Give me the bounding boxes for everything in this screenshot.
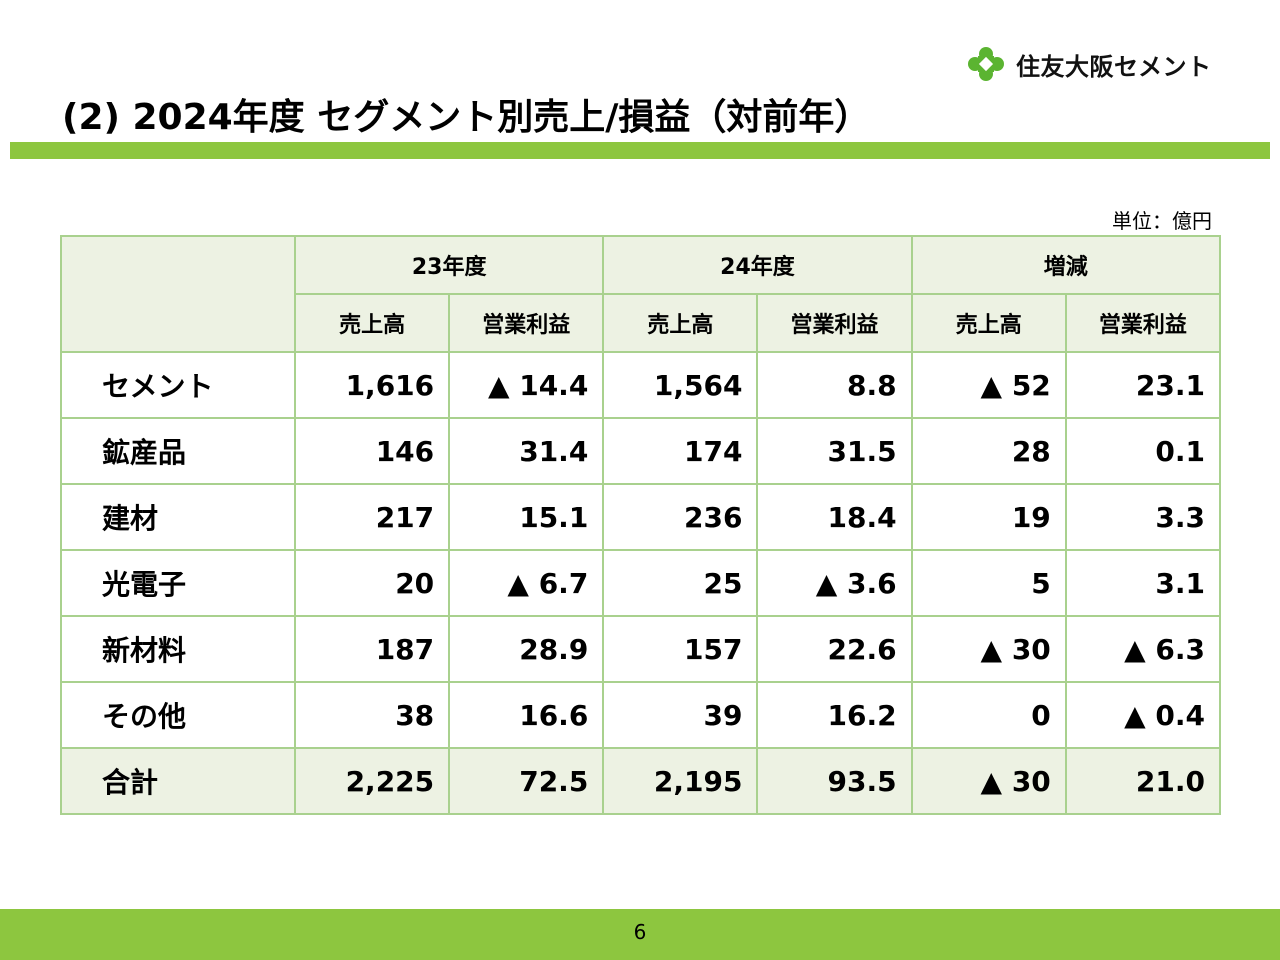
table-row: その他 38 16.6 39 16.2 0 ▲ 0.4 <box>60 681 1222 749</box>
title-underline-bar <box>10 142 1270 159</box>
segment-name: 新材料 <box>60 615 296 683</box>
subheader-fy24-sales: 売上高 <box>602 293 759 353</box>
total-value-cell: 21.0 <box>1064 747 1222 815</box>
total-label: 合計 <box>60 747 296 815</box>
value-cell: 157 <box>602 615 759 683</box>
segment-table: 23年度 24年度 増減 売上高 営業利益 売上高 営業利益 売上高 営業利益 … <box>60 235 1222 815</box>
value-cell: 15.1 <box>448 483 605 551</box>
subheader-fy23-profit: 営業利益 <box>448 293 605 353</box>
value-cell: 8.8 <box>756 351 913 419</box>
value-cell: 20 <box>293 549 451 617</box>
value-cell: 5 <box>910 549 1067 617</box>
value-cell: 3.3 <box>1064 483 1222 551</box>
company-name: 住友大阪セメント <box>1016 52 1212 81</box>
total-value-cell: ▲ 30 <box>910 747 1067 815</box>
value-cell: 16.6 <box>448 681 605 749</box>
company-logo: 住友大阪セメント <box>966 46 1212 82</box>
value-cell: 3.1 <box>1064 549 1222 617</box>
page-number: 6 <box>633 920 647 944</box>
value-cell: 28.9 <box>448 615 605 683</box>
value-cell: 18.4 <box>756 483 913 551</box>
value-cell: 39 <box>602 681 759 749</box>
segment-name: その他 <box>60 681 296 749</box>
value-cell: 1,616 <box>293 351 451 419</box>
value-cell: 174 <box>602 417 759 485</box>
segment-name: セメント <box>60 351 296 419</box>
value-cell: 1,564 <box>602 351 759 419</box>
value-cell: 31.4 <box>448 417 605 485</box>
value-cell: 25 <box>602 549 759 617</box>
footer-bar <box>0 909 1280 960</box>
table-row: 新材料 187 28.9 157 22.6 ▲ 30 ▲ 6.3 <box>60 615 1222 683</box>
unit-label: 単位：億円 <box>1112 209 1212 233</box>
subheader-fy23-sales: 売上高 <box>293 293 451 353</box>
total-value-cell: 72.5 <box>448 747 605 815</box>
value-cell: ▲ 30 <box>910 615 1067 683</box>
value-cell: ▲ 6.7 <box>448 549 605 617</box>
value-cell: ▲ 52 <box>910 351 1067 419</box>
value-cell: 19 <box>910 483 1067 551</box>
group-header-change: 増減 <box>910 235 1222 295</box>
subheader-change-profit: 営業利益 <box>1064 293 1222 353</box>
segment-name: 鉱産品 <box>60 417 296 485</box>
company-logo-icon <box>968 47 1004 81</box>
group-header-fy23: 23年度 <box>293 235 605 295</box>
value-cell: 31.5 <box>756 417 913 485</box>
group-header-fy24: 24年度 <box>602 235 913 295</box>
value-cell: 187 <box>293 615 451 683</box>
value-cell: 23.1 <box>1064 351 1222 419</box>
table-row: 建材 217 15.1 236 18.4 19 3.3 <box>60 483 1222 551</box>
corner-header-cell <box>60 235 296 353</box>
value-cell: ▲ 14.4 <box>448 351 605 419</box>
table-row: セメント 1,616 ▲ 14.4 1,564 8.8 ▲ 52 23.1 <box>60 351 1222 419</box>
value-cell: 236 <box>602 483 759 551</box>
value-cell: 22.6 <box>756 615 913 683</box>
page-title: (2) 2024年度 セグメント別売上/損益（対前年） <box>62 97 871 138</box>
total-value-cell: 2,225 <box>293 747 451 815</box>
value-cell: 16.2 <box>756 681 913 749</box>
value-cell: 217 <box>293 483 451 551</box>
value-cell: 0.1 <box>1064 417 1222 485</box>
total-value-cell: 2,195 <box>602 747 759 815</box>
value-cell: ▲ 0.4 <box>1064 681 1222 749</box>
segment-name: 光電子 <box>60 549 296 617</box>
subheader-fy24-profit: 営業利益 <box>756 293 913 353</box>
segment-name: 建材 <box>60 483 296 551</box>
total-row: 合計 2,225 72.5 2,195 93.5 ▲ 30 21.0 <box>60 747 1222 815</box>
value-cell: ▲ 6.3 <box>1064 615 1222 683</box>
table-row: 光電子 20 ▲ 6.7 25 ▲ 3.6 5 3.1 <box>60 549 1222 617</box>
table-row: 鉱産品 146 31.4 174 31.5 28 0.1 <box>60 417 1222 485</box>
subheader-change-sales: 売上高 <box>910 293 1067 353</box>
value-cell: ▲ 3.6 <box>756 549 913 617</box>
value-cell: 38 <box>293 681 451 749</box>
value-cell: 0 <box>910 681 1067 749</box>
value-cell: 146 <box>293 417 451 485</box>
value-cell: 28 <box>910 417 1067 485</box>
total-value-cell: 93.5 <box>756 747 913 815</box>
